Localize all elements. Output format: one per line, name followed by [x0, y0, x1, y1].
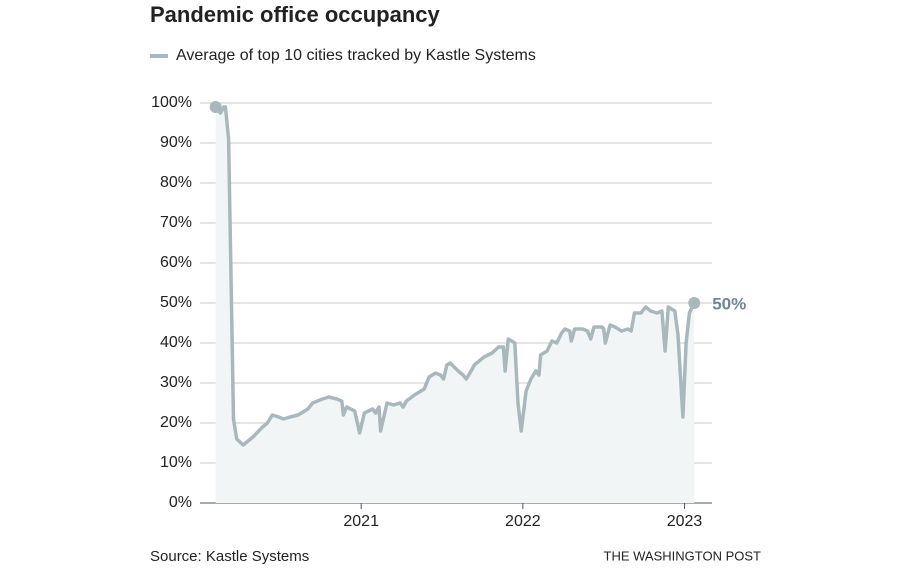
credit: THE WASHINGTON POST	[604, 548, 762, 563]
end-dot	[209, 101, 222, 113]
end-label: 50%	[712, 294, 746, 313]
y-tick-label: 80%	[160, 174, 192, 191]
y-tick-label: 20%	[160, 414, 192, 431]
end-dot	[688, 297, 701, 309]
y-tick-label: 100%	[151, 94, 192, 111]
y-tick-label: 0%	[169, 494, 192, 511]
chart-title: Pandemic office occupancy	[150, 2, 441, 27]
y-tick-label: 90%	[160, 134, 192, 151]
x-tick-label: 2021	[343, 513, 379, 530]
x-tick-label: 2023	[667, 513, 703, 530]
y-tick-label: 60%	[160, 254, 192, 271]
line	[214, 105, 696, 447]
y-tick-label: 70%	[160, 214, 192, 231]
y-tick-label: 40%	[160, 334, 192, 351]
x-tick-label: 2022	[505, 513, 541, 530]
y-tick-label: 50%	[160, 294, 192, 311]
area	[215, 107, 695, 503]
y-tick-label: 30%	[160, 374, 192, 391]
source: Source: Kastle Systems	[150, 548, 309, 565]
y-tick-label: 10%	[160, 454, 192, 471]
legend-label: Average of top 10 cities tracked by Kast…	[176, 47, 536, 64]
